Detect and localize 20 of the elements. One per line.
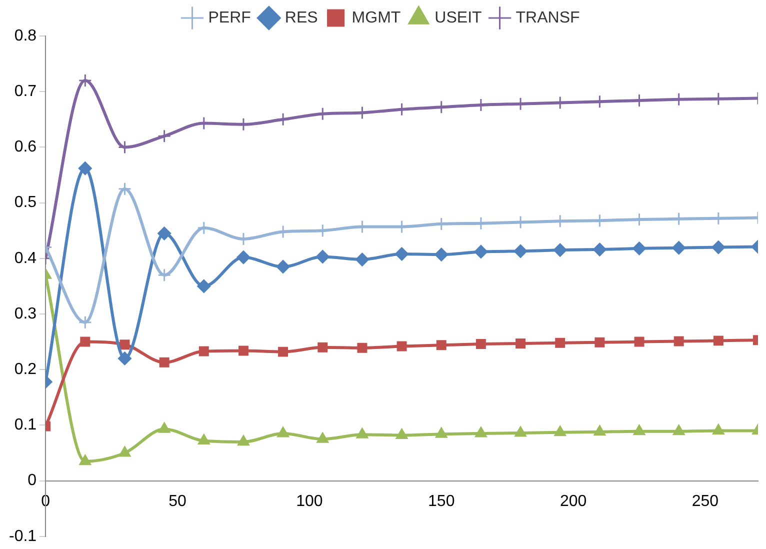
y-tick-label: 0.4 [14,250,37,267]
x-tick-label: 250 [692,492,719,510]
x-tick-label: 200 [560,492,587,510]
legend-label: USEIT [434,9,482,26]
y-tick-label: 0.8 [14,27,37,44]
legend-label: MGMT [352,9,401,26]
x-tick-label: 100 [296,492,323,510]
legend-label: PERF [208,9,252,26]
y-tick-label: 0 [28,472,37,490]
x-tick-label: 150 [428,492,455,510]
y-tick-label: -0.1 [8,528,37,545]
y-tick-label: 0.1 [14,416,37,434]
legend-label: RES [284,9,318,26]
y-tick-label: 0.6 [14,138,37,156]
y-tick-label: 0.5 [14,194,37,212]
y-tick-label: 0.7 [14,83,37,100]
legend-label: TRANSF [516,9,580,26]
x-tick-label: 50 [168,492,186,510]
y-tick-label: 0.3 [14,305,37,322]
y-tick-label: 0.2 [14,361,37,378]
